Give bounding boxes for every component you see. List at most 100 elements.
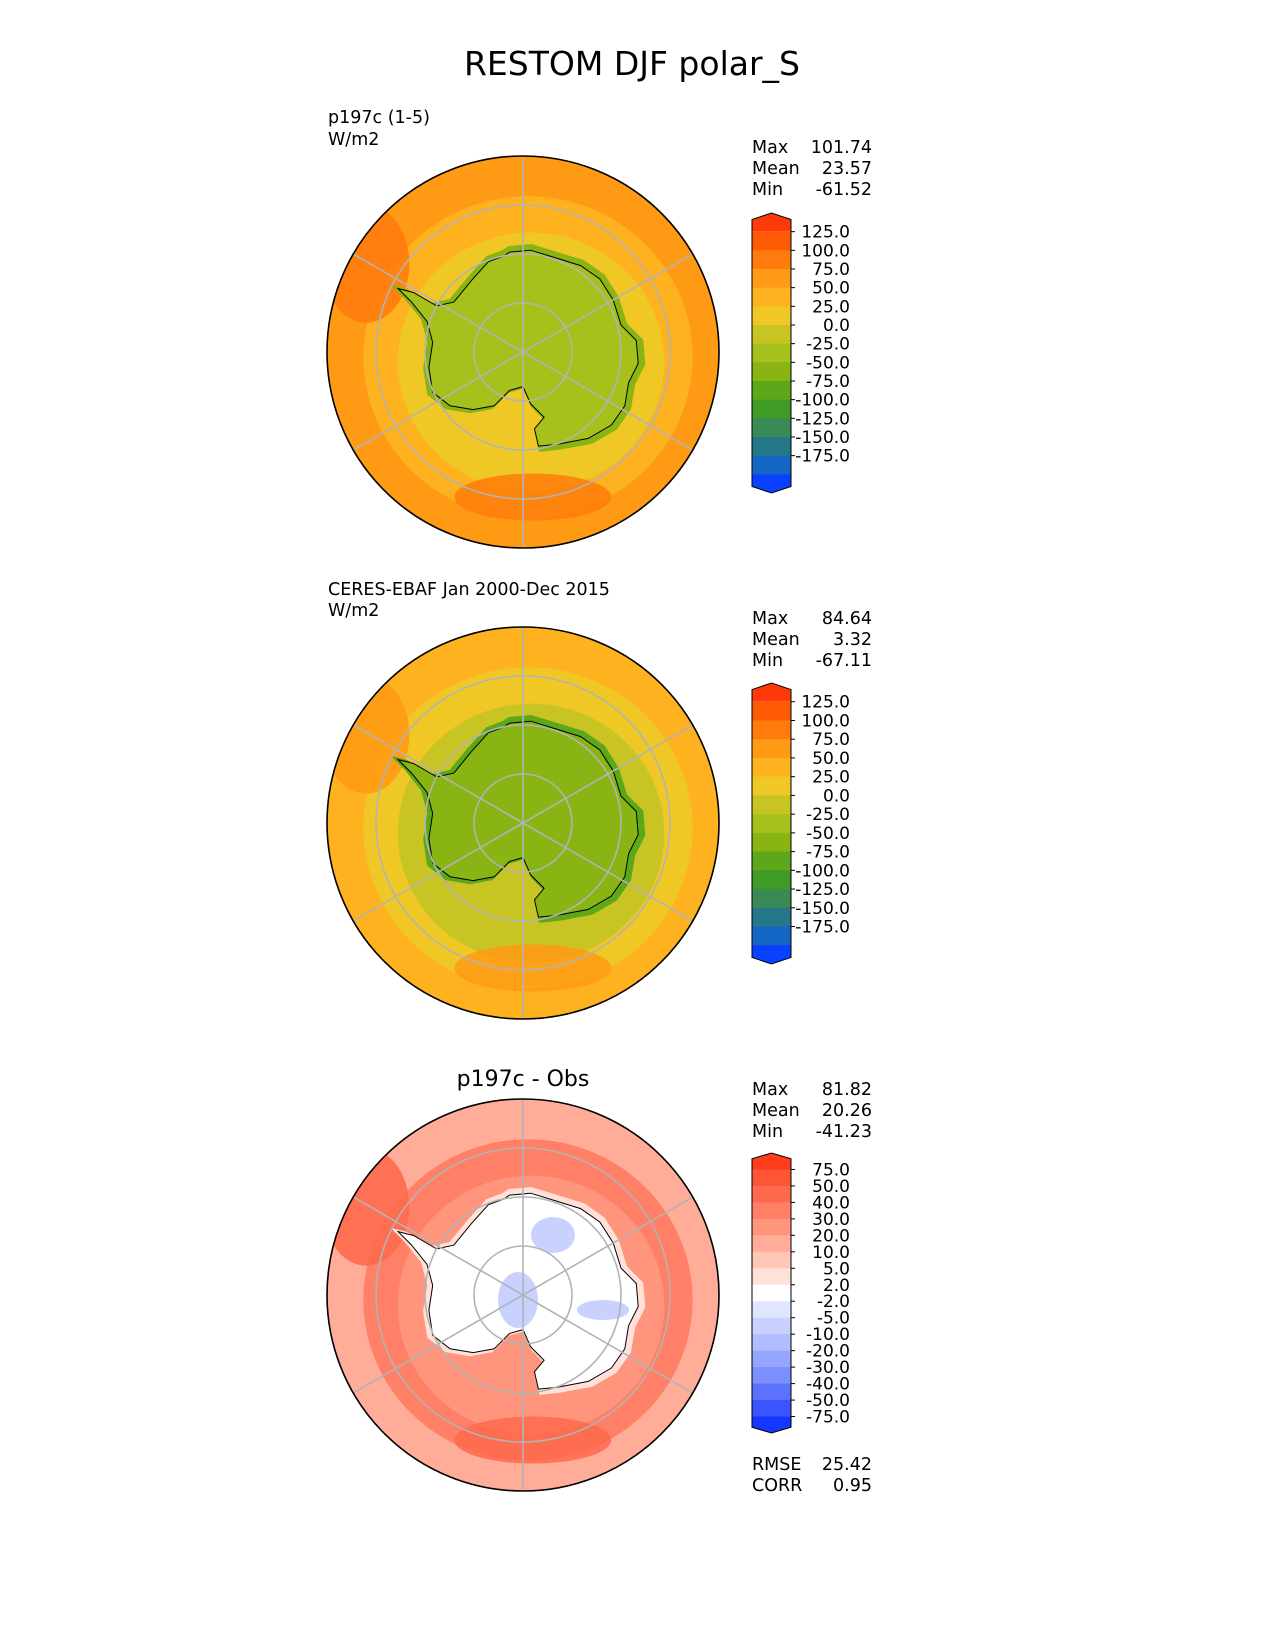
stat-min-label: Min (752, 1122, 783, 1142)
colorbar-tick-label: 50.0 (812, 279, 850, 299)
colorbar-extend-min (752, 1416, 791, 1433)
colorbar-segment (752, 362, 791, 382)
colorbar-segment (752, 739, 791, 759)
colorbar-outline (751, 682, 792, 965)
colorbar-tick-label: -50.0 (806, 824, 850, 844)
stat-max-label: Max (752, 1080, 788, 1100)
warm-anomaly-patch (454, 473, 612, 521)
colorbar-tick-label: 0.0 (823, 316, 850, 336)
warm-anomaly-patch (327, 1148, 410, 1266)
polar-map (327, 1099, 719, 1491)
colorbar-tick-label: -25.0 (806, 805, 850, 825)
colorbar-segment (752, 1218, 791, 1236)
warm-anomaly-patch (327, 204, 410, 323)
coastline (396, 249, 639, 447)
colorbar-tick-label: 125.0 (801, 693, 850, 713)
colorbar-segment (752, 1350, 791, 1368)
colorbar-extend-min (752, 474, 791, 493)
stat-min-value: -67.11 (816, 651, 872, 671)
colorbar-tick-label: -2.0 (817, 1292, 850, 1312)
colorbar-segment (752, 701, 791, 722)
colorbar-segment (752, 1169, 791, 1187)
colorbar-tick-label: 0.0 (823, 786, 850, 806)
colorbar-extend-max (752, 1153, 791, 1170)
colorbar-tick-label: 40.0 (812, 1193, 850, 1213)
colorbar-tick-label: -50.0 (806, 1391, 850, 1411)
colorbar-segment (752, 343, 791, 363)
stat-max-value: 84.64 (822, 609, 872, 629)
stat-mean-value: 20.26 (822, 1101, 872, 1121)
colorbar-segment (752, 795, 791, 815)
colorbar-tick-label: 25.0 (812, 297, 850, 317)
colorbar-tick-label: -50.0 (806, 353, 850, 373)
meridian-line (352, 1196, 524, 1296)
colorbar-tick-label: 50.0 (812, 749, 850, 769)
meridian-line (352, 253, 524, 353)
coastline (396, 1192, 639, 1390)
colorbar-segment (752, 907, 791, 928)
stat-mean-label: Mean (752, 1101, 800, 1121)
colorbar-tick-label: -100.0 (795, 861, 850, 881)
colorbar-segment (752, 455, 791, 475)
meridian-line (352, 1294, 524, 1394)
polar-map (327, 156, 719, 548)
colorbar-segment (752, 325, 791, 345)
map-boundary (326, 626, 720, 1020)
colorbar-tick-label: -75.0 (806, 843, 850, 863)
stat-mean-label: Mean (752, 159, 800, 179)
meridian-line (352, 822, 524, 922)
stat-min-value: -61.52 (816, 180, 872, 200)
colorbar-segment (752, 399, 791, 419)
colorbar-tick-label: 25.0 (812, 768, 850, 788)
colorbar-tick-label: 10.0 (812, 1243, 850, 1263)
colorbar-segment (752, 926, 791, 946)
antarctica-field (398, 250, 639, 447)
rmse-label: RMSE (752, 1455, 801, 1475)
meridian-line (522, 351, 694, 451)
warm-anomaly-patch (454, 1416, 612, 1464)
colorbar-segment (752, 437, 791, 457)
figure-title: RESTOM DJF polar_S (464, 44, 800, 83)
colorbar-segment (752, 814, 791, 834)
colorbar-tick-label: 2.0 (823, 1276, 850, 1296)
colorbar-segment (752, 269, 791, 289)
colorbar-segment (752, 1284, 791, 1302)
colorbar-segment (752, 851, 791, 871)
colorbar-tick-label: -175.0 (795, 918, 850, 938)
colorbar-segment (752, 720, 791, 740)
colorbar-segment (752, 832, 791, 853)
colorbar-tick-label: -75.0 (806, 372, 850, 392)
corr-value: 0.95 (833, 1476, 872, 1496)
panel-title: CERES-EBAF Jan 2000-Dec 2015 (328, 580, 610, 600)
antarctica-field (398, 721, 639, 918)
colorbar-tick-label: -75.0 (806, 1408, 850, 1428)
stat-mean-label: Mean (752, 630, 800, 650)
colorbar-segment (752, 1202, 791, 1220)
colorbar-tick-label: -150.0 (795, 428, 850, 448)
colorbar-tick-label: -125.0 (795, 409, 850, 429)
colorbar-segment (752, 1251, 791, 1269)
colorbar-tick-label: 20.0 (812, 1226, 850, 1246)
colorbar-segment (752, 1268, 791, 1286)
colorbar-tick-label: 75.0 (812, 730, 850, 750)
colorbar-tick-label: -30.0 (806, 1358, 850, 1378)
colorbar-segment (752, 776, 791, 796)
map-boundary (326, 1098, 720, 1492)
colorbar-segment (752, 889, 791, 909)
colorbar-segment (752, 1317, 791, 1335)
colorbar-tick-label: 30.0 (812, 1210, 850, 1230)
meridian-line (522, 253, 694, 353)
stat-min-label: Min (752, 180, 783, 200)
colorbar-extend-max (752, 683, 791, 702)
map-panel-3: p197c - Obs Max 81.82 Mean 20.26 Min -41.23 75.… (326, 1067, 872, 1496)
colorbar-segment (752, 1400, 791, 1418)
meridian-line (522, 822, 694, 922)
panel-units: W/m2 (328, 601, 379, 621)
panel-title: p197c (1-5) (328, 108, 430, 128)
colorbar-segment (752, 757, 791, 778)
stat-max-label: Max (752, 609, 788, 629)
meridian-line (352, 724, 524, 824)
cold-anomaly-patch (577, 1300, 629, 1320)
